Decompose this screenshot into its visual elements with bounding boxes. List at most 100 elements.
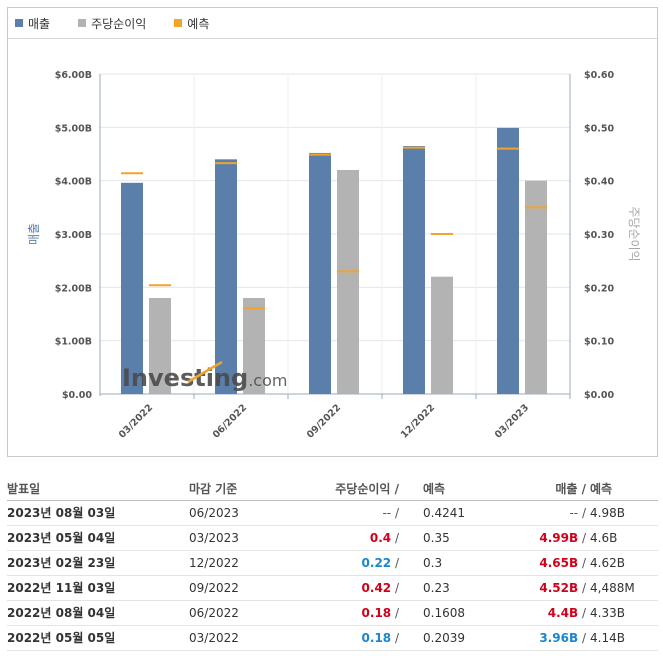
revenue-forecast: 4.6B	[590, 531, 618, 545]
revenue-forecast: 4,488M	[590, 581, 635, 595]
period-end: 03/2022	[189, 631, 239, 645]
eps-value: 0.4	[369, 531, 392, 545]
right-tick-label: $0.40	[584, 177, 614, 188]
eps-bar	[243, 298, 265, 394]
separator: /	[578, 506, 586, 520]
revenue-forecast: 4.62B	[590, 556, 625, 570]
revenue-actual: 4.65B /	[539, 551, 586, 575]
header-date[interactable]: 발표일	[7, 482, 41, 496]
eps-forecast: 0.23	[423, 581, 450, 595]
left-tick-label: $3.00B	[55, 230, 92, 241]
release-date: 2023년 02월 23일	[7, 556, 116, 570]
eps-forecast: 0.35	[423, 531, 450, 545]
separator: /	[391, 631, 399, 645]
eps-forecast: 0.3	[423, 556, 443, 570]
revenue-value: --	[569, 506, 579, 520]
legend-item-forecast[interactable]: 예측	[174, 15, 209, 32]
right-tick-label: $0.60	[584, 70, 614, 81]
eps-bar	[525, 180, 547, 394]
left-tick-label: $4.00B	[55, 177, 92, 188]
revenue-actual: 3.96B /	[539, 626, 586, 650]
separator: /	[391, 606, 399, 620]
separator: /	[391, 531, 399, 545]
revenue-bar	[497, 127, 519, 394]
revenue-actual: 4.99B /	[539, 526, 586, 550]
earnings-bar-chart: $0.00 $0.00 $1.00B $0.10 $2.00B $0.20 $3.00B $0…	[27, 70, 641, 441]
header-eps[interactable]: 주당순이익 /	[335, 482, 399, 496]
release-date: 2023년 05월 04일	[7, 531, 116, 545]
right-tick-label: $0.10	[584, 337, 614, 348]
eps-bar	[431, 276, 453, 394]
release-date: 2023년 08월 03일	[7, 506, 116, 520]
eps-forecast: 0.1608	[423, 606, 465, 620]
eps-actual: 0.42 /	[362, 576, 399, 600]
right-tick-label: $0.50	[584, 123, 614, 134]
header-eps-forecast[interactable]: 예측	[423, 482, 446, 496]
revenue-value: 4.65B	[539, 556, 579, 570]
revenue-bar	[309, 152, 331, 394]
earnings-chart-panel: 매출 주당순이익 예측 $0.00 $0.00 $1.00B $0.10 $2.00B $…	[7, 7, 658, 457]
eps-forecast: 0.2039	[423, 631, 465, 645]
eps-bar	[149, 298, 171, 394]
table-row: 2022년 05월 05일 03/2022 0.18 / 0.2039 3.96B / 4…	[7, 626, 658, 651]
release-date: 2022년 05월 05일	[7, 631, 116, 645]
left-axis-title: 매출	[27, 223, 41, 245]
revenue-actual: 4.4B /	[548, 601, 586, 625]
period-end: 06/2022	[189, 606, 239, 620]
left-tick-label: $2.00B	[55, 283, 92, 294]
separator: /	[391, 581, 399, 595]
separator: /	[578, 581, 586, 595]
watermark-swoosh-icon	[187, 360, 223, 384]
x-tick-label: 12/2022	[399, 402, 437, 440]
left-tick-label: $6.00B	[55, 70, 92, 81]
legend-item-eps[interactable]: 주당순이익	[78, 15, 146, 32]
revenue-bar	[121, 182, 143, 394]
right-tick-label: $0.00	[584, 390, 614, 401]
header-revenue[interactable]: 매출 /	[555, 482, 586, 496]
eps-value: 0.18	[361, 631, 392, 645]
period-end: 06/2023	[189, 506, 239, 520]
eps-forecast: 0.4241	[423, 506, 465, 520]
header-revenue-forecast[interactable]: 예측	[590, 482, 613, 496]
legend-divider	[8, 38, 657, 39]
separator: /	[578, 631, 586, 645]
eps-value: 0.18	[361, 606, 392, 620]
x-tick-label: 03/2023	[493, 402, 531, 440]
separator: /	[391, 556, 399, 570]
table-header-row: 발표일 마감 기준 주당순이익 / 예측 매출 / 예측	[7, 478, 658, 501]
revenue-forecast: 4.98B	[590, 506, 625, 520]
legend-label-revenue: 매출	[28, 16, 51, 31]
revenue-forecast: 4.33B	[590, 606, 625, 620]
table-body: 2023년 08월 03일 06/2023 -- /0.4241 -- /4.98B 2…	[7, 501, 658, 651]
eps-actual: -- /	[382, 501, 399, 525]
legend-label-eps: 주당순이익	[91, 16, 147, 31]
x-tick-label: 06/2022	[211, 402, 249, 440]
earnings-table: 발표일 마감 기준 주당순이익 / 예측 매출 / 예측 2023년 08월 0…	[7, 478, 658, 651]
table-row: 2022년 08월 04일 06/2022 0.18 / 0.1608 4.4B / 4.…	[7, 601, 658, 626]
revenue-value: 4.52B	[539, 581, 579, 595]
chart-legend: 매출 주당순이익 예측	[15, 8, 237, 38]
revenue-actual: 4.52B /	[539, 576, 586, 600]
left-tick-label: $0.00	[62, 390, 92, 401]
revenue-value: 3.96B	[539, 631, 579, 645]
left-tick-label: $1.00B	[55, 337, 92, 348]
period-end: 12/2022	[189, 556, 239, 570]
table-row: 2023년 02월 23일 12/2022 0.22 / 0.3 4.65B / 4.62…	[7, 551, 658, 576]
release-date: 2022년 11월 03일	[7, 581, 116, 595]
revenue-value: 4.99B	[539, 531, 579, 545]
eps-swatch-icon	[78, 19, 87, 27]
revenue-forecast: 4.14B	[590, 631, 625, 645]
investing-watermark-logo: Investing.com	[122, 364, 287, 392]
eps-actual: 0.18 /	[362, 601, 399, 625]
table-row: 2023년 05월 04일 03/2023 0.4 / 0.35 4.99B / 4.6B	[7, 526, 658, 551]
table-row: 2022년 11월 03일 09/2022 0.42 / 0.23 4.52B / 4,4…	[7, 576, 658, 601]
table-row: 2023년 08월 03일 06/2023 -- / 0.4241 -- / 4.98B	[7, 501, 658, 526]
separator: /	[578, 531, 586, 545]
legend-item-revenue[interactable]: 매출	[15, 15, 50, 32]
x-tick-label: 03/2022	[117, 402, 155, 440]
eps-bar	[337, 170, 359, 394]
left-tick-label: $5.00B	[55, 123, 92, 134]
header-period[interactable]: 마감 기준	[189, 482, 238, 496]
right-axis-title: 주당순이익	[627, 206, 641, 261]
release-date: 2022년 08월 04일	[7, 606, 116, 620]
